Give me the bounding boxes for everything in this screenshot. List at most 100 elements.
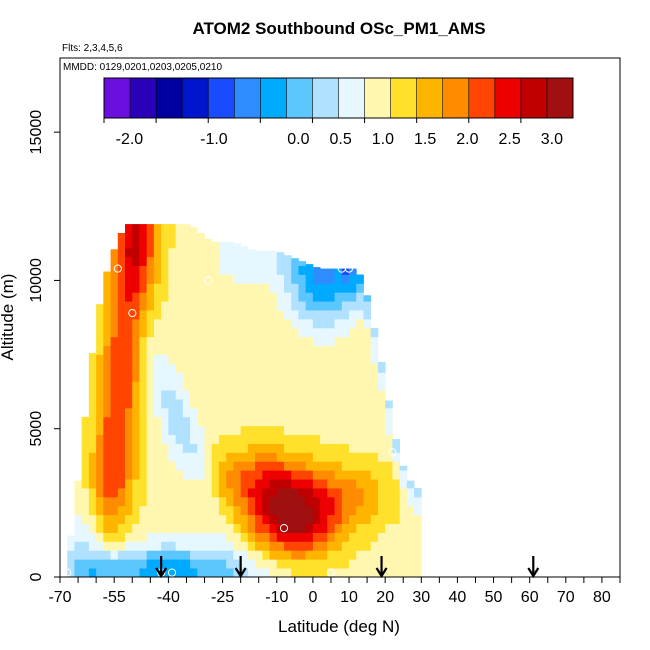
heatmap-cell	[125, 434, 133, 444]
heatmap-cell	[226, 354, 234, 364]
heatmap-cell	[320, 301, 328, 311]
heatmap-cell	[74, 550, 83, 560]
heatmap-cell	[320, 559, 328, 569]
heatmap-cell	[284, 255, 292, 258]
colorbar-swatch	[208, 78, 235, 118]
heatmap-cell	[291, 470, 299, 480]
heatmap-cell	[146, 407, 155, 418]
heatmap-cell	[146, 496, 155, 507]
heatmap-cell	[153, 372, 162, 382]
heatmap-cell	[81, 568, 90, 577]
heatmap-cell	[240, 318, 249, 329]
colorbar-swatch	[390, 78, 417, 118]
heatmap-cell	[146, 390, 155, 400]
heatmap-cell	[377, 390, 386, 400]
heatmap-cell	[247, 568, 256, 577]
heatmap-cell	[276, 283, 285, 293]
heatmap-cell	[349, 514, 357, 525]
heatmap-cell	[334, 461, 343, 471]
heatmap-cell	[233, 434, 242, 444]
heatmap-cell	[305, 372, 314, 382]
heatmap-cell	[81, 461, 90, 471]
heatmap-cell	[414, 568, 422, 577]
heatmap-cell	[247, 550, 256, 560]
heatmap-cell	[226, 301, 234, 311]
heatmap-cell	[226, 390, 234, 400]
heatmap-cell	[406, 568, 415, 577]
heatmap-cell	[132, 230, 140, 240]
heatmap-cell	[197, 390, 205, 400]
heatmap-cell	[139, 568, 148, 577]
heatmap-cell	[291, 283, 299, 293]
heatmap-cell	[96, 514, 104, 525]
heatmap-cell	[298, 479, 307, 489]
heatmap-cell	[255, 470, 263, 480]
flight-marker	[113, 264, 122, 273]
heatmap-cell	[96, 461, 104, 471]
heatmap-cell	[240, 283, 249, 293]
heatmap-cell	[226, 345, 234, 355]
heatmap-cell	[334, 283, 343, 293]
heatmap-cell	[276, 479, 285, 489]
heatmap-cell	[291, 425, 299, 436]
heatmap-cell	[88, 354, 97, 364]
heatmap-cell	[103, 505, 111, 516]
heatmap-cell	[233, 452, 242, 462]
heatmap-cell	[190, 354, 198, 364]
heatmap-cell	[153, 390, 162, 400]
x-tick-label: -25	[211, 589, 234, 606]
heatmap-cell	[305, 496, 314, 507]
heatmap-cell	[233, 381, 242, 391]
heatmap-cell	[247, 354, 256, 364]
heatmap-cell	[233, 354, 242, 364]
heatmap-cell	[139, 559, 148, 569]
heatmap-cell	[81, 425, 90, 436]
heatmap-cell	[240, 568, 249, 577]
heatmap-cell	[168, 283, 177, 293]
heatmap-cell	[377, 461, 386, 471]
heatmap-cell	[269, 514, 278, 525]
heatmap-cell	[356, 318, 364, 329]
heatmap-cell	[255, 496, 263, 507]
heatmap-cell	[67, 559, 75, 569]
heatmap-cell	[125, 505, 133, 516]
heatmap-cell	[255, 310, 263, 320]
heatmap-cell	[218, 292, 227, 302]
heatmap-cell	[363, 532, 372, 542]
heatmap-cell	[103, 496, 111, 507]
heatmap-cell	[356, 327, 364, 338]
heatmap-cell	[370, 559, 379, 569]
heatmap-cell	[284, 301, 292, 311]
heatmap-cell	[240, 416, 249, 427]
heatmap-cell	[153, 514, 162, 525]
profile-arrows	[155, 556, 540, 579]
heatmap-cell	[103, 274, 111, 284]
heatmap-cell	[226, 363, 234, 373]
heatmap-cell	[233, 327, 242, 338]
heatmap-cell	[247, 256, 256, 266]
heatmap-cell	[356, 399, 364, 409]
heatmap-cell	[204, 505, 213, 516]
heatmap-cell	[168, 559, 177, 569]
heatmap-cell	[269, 461, 278, 471]
heatmap-cell	[269, 336, 278, 347]
heatmap-cell	[291, 258, 299, 266]
heatmap-cell	[110, 461, 119, 471]
heatmap-cell	[182, 372, 191, 382]
heatmap-cell	[320, 407, 328, 418]
heatmap-cell	[74, 568, 83, 577]
heatmap-cell	[276, 550, 285, 560]
heatmap-cell	[190, 327, 198, 338]
heatmap-cell	[211, 327, 220, 338]
heatmap-cell	[233, 301, 242, 311]
heatmap-cell	[363, 568, 372, 577]
heatmap-cell	[226, 416, 234, 427]
heatmap-cell	[284, 425, 292, 436]
heatmap-cell	[406, 532, 415, 542]
heatmap-cell	[356, 550, 364, 560]
heatmap-cell	[139, 336, 148, 347]
heatmap-cell	[276, 336, 285, 347]
heatmap-cell	[103, 327, 111, 338]
heatmap-cell	[211, 568, 220, 577]
